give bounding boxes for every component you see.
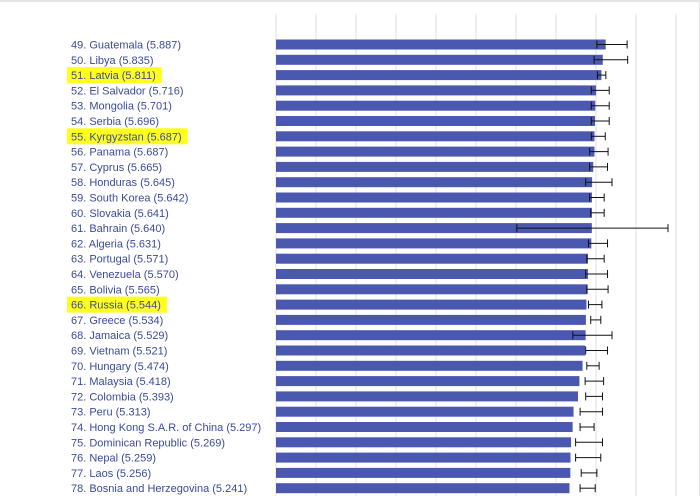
row-label: 54. Serbia (5.696) <box>71 116 159 128</box>
bar <box>276 376 580 387</box>
row-label: 49. Guatemala (5.887) <box>71 40 181 52</box>
bar <box>276 192 592 203</box>
row-label: 77. Laos (5.256) <box>71 468 151 480</box>
bar <box>276 437 572 448</box>
bar <box>276 54 603 65</box>
row-label: 73. Peru (5.313) <box>71 407 151 419</box>
bar <box>276 483 570 494</box>
row-label: 53. Mongolia (5.701) <box>71 101 172 113</box>
row-label: 78. Bosnia and Herzegovina (5.241) <box>71 483 247 495</box>
row-label: 59. South Korea (5.642) <box>71 193 188 205</box>
bar <box>276 207 592 218</box>
bar <box>276 223 592 234</box>
bar <box>276 161 594 172</box>
row-label: 67. Greece (5.534) <box>71 315 163 327</box>
error-bars <box>516 40 669 493</box>
bar <box>276 330 586 341</box>
row-label: 63. Portugal (5.571) <box>71 254 168 266</box>
bar <box>276 314 586 325</box>
bar <box>276 253 588 264</box>
bar <box>276 467 571 478</box>
label-highlight <box>67 128 188 145</box>
row-label: 70. Hungary (5.474) <box>71 361 169 373</box>
row-label: 50. Libya (5.835) <box>71 55 154 67</box>
bar <box>276 284 588 295</box>
bar <box>276 360 583 371</box>
bar <box>276 177 593 188</box>
row-label: 64. Venezuela (5.570) <box>71 269 179 281</box>
bar <box>276 452 571 463</box>
row-label: 61. Bahrain (5.640) <box>71 223 165 235</box>
row-label: 72. Colombia (5.393) <box>71 391 174 403</box>
row-label: 52. El Salvador (5.716) <box>71 85 184 97</box>
label-highlight <box>67 67 162 84</box>
row-label: 69. Vietnam (5.521) <box>71 346 167 358</box>
row-label: 60. Slovakia (5.641) <box>71 208 169 220</box>
row-label: 58. Honduras (5.645) <box>71 177 175 189</box>
bar <box>276 100 596 111</box>
bars <box>276 39 606 494</box>
label-highlight <box>67 296 167 313</box>
bar <box>276 146 595 157</box>
row-label: 75. Dominican Republic (5.269) <box>71 437 225 449</box>
row-label: 55. Kyrgyzstan (5.687) <box>71 131 182 143</box>
top-border <box>0 0 700 2</box>
bar <box>276 299 587 310</box>
bar <box>276 269 588 279</box>
row-label: 57. Cyprus (5.665) <box>71 162 162 174</box>
row-label: 71. Malaysia (5.418) <box>71 376 171 388</box>
row-label: 76. Nepal (5.259) <box>71 453 156 465</box>
bar <box>276 39 606 50</box>
row-label: 68. Jamaica (5.529) <box>71 330 168 342</box>
bar <box>276 345 586 356</box>
row-label: 51. Latvia (5.811) <box>71 70 156 82</box>
row-label: 66. Russia (5.544) <box>71 300 161 312</box>
bar <box>276 70 602 81</box>
row-label: 56. Panama (5.687) <box>71 147 168 159</box>
bar <box>276 422 573 432</box>
bar <box>276 85 597 96</box>
bar <box>276 116 595 126</box>
row-label: 62. Algeria (5.631) <box>71 238 161 250</box>
bar <box>276 406 574 417</box>
bar <box>276 131 595 142</box>
row-label: 74. Hong Kong S.A.R. of China (5.297) <box>71 422 261 434</box>
label-highlights <box>67 67 188 313</box>
bar <box>276 391 579 402</box>
bar <box>276 238 592 249</box>
country-labels: 49. Guatemala (5.887) 50. Libya (5.835) 51… <box>71 40 261 496</box>
row-label: 65. Bolivia (5.565) <box>71 284 160 296</box>
